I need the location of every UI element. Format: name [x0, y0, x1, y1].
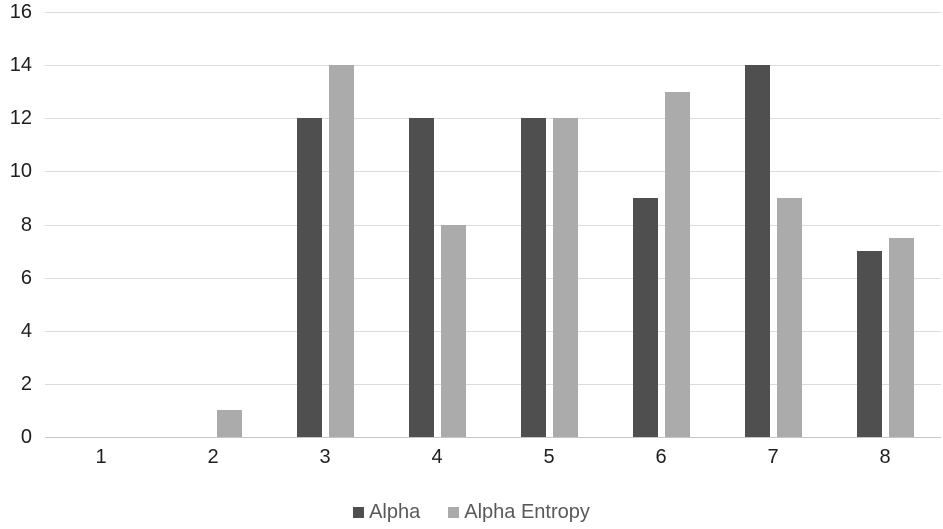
plot-area — [45, 12, 941, 438]
gridline-y-2 — [45, 383, 941, 385]
bar-alpha-entropy-cat8 — [888, 237, 914, 437]
x-axis-tick-label: 8 — [879, 446, 891, 468]
bar-alpha-cat4 — [408, 118, 434, 437]
legend-swatch-icon — [353, 507, 365, 518]
bar-alpha-cat8 — [856, 251, 882, 437]
x-axis-tick-label: 3 — [319, 446, 331, 468]
gridline-y-8 — [45, 224, 941, 226]
y-axis-tick-label: 10 — [9, 160, 32, 183]
bar-alpha-entropy-cat7 — [776, 197, 802, 437]
bar-alpha-cat3 — [296, 118, 322, 437]
bar-alpha-entropy-cat2 — [216, 410, 242, 437]
bar-alpha-cat6 — [632, 197, 658, 437]
bar-alpha-entropy-cat5 — [552, 118, 578, 437]
legend: Alpha Alpha Entropy — [0, 501, 943, 524]
bar-alpha-entropy-cat6 — [664, 91, 690, 437]
y-axis-tick-label: 14 — [9, 54, 32, 77]
legend-label: Alpha Entropy — [464, 501, 590, 523]
gridline-y-14 — [45, 65, 941, 67]
legend-item-alpha: Alpha — [353, 501, 420, 524]
gridline-y-12 — [45, 118, 941, 120]
bar-alpha-cat7 — [744, 65, 770, 437]
bar-alpha-entropy-cat4 — [440, 224, 466, 437]
gridline-y-10 — [45, 171, 941, 173]
legend-swatch-icon — [448, 507, 460, 518]
legend-item-alpha-entropy: Alpha Entropy — [448, 501, 590, 524]
y-axis-tick-label: 6 — [20, 266, 32, 289]
gridline-y-4 — [45, 330, 941, 332]
x-axis-tick-label: 1 — [95, 446, 107, 468]
y-axis-tick-label: 16 — [9, 1, 32, 23]
x-axis-line — [45, 437, 941, 438]
x-axis-tick-label: 5 — [543, 446, 555, 468]
legend-label: Alpha — [369, 501, 421, 523]
bar-alpha-entropy-cat3 — [328, 65, 354, 437]
y-axis-tick-label: 12 — [9, 107, 32, 130]
y-axis-tick-label: 4 — [20, 319, 32, 342]
bar-alpha-cat5 — [520, 118, 546, 437]
gridline-y-6 — [45, 277, 941, 279]
x-axis-tick-label: 6 — [655, 446, 667, 468]
x-axis-tick-label: 7 — [767, 446, 779, 468]
y-axis-tick-label: 8 — [20, 213, 32, 236]
y-axis-tick-label: 2 — [20, 372, 32, 395]
x-axis-tick-label: 4 — [431, 446, 443, 468]
y-axis-tick-label: 0 — [20, 426, 32, 448]
x-axis-tick-label: 2 — [207, 446, 219, 468]
gridline-y-16 — [45, 12, 941, 13]
